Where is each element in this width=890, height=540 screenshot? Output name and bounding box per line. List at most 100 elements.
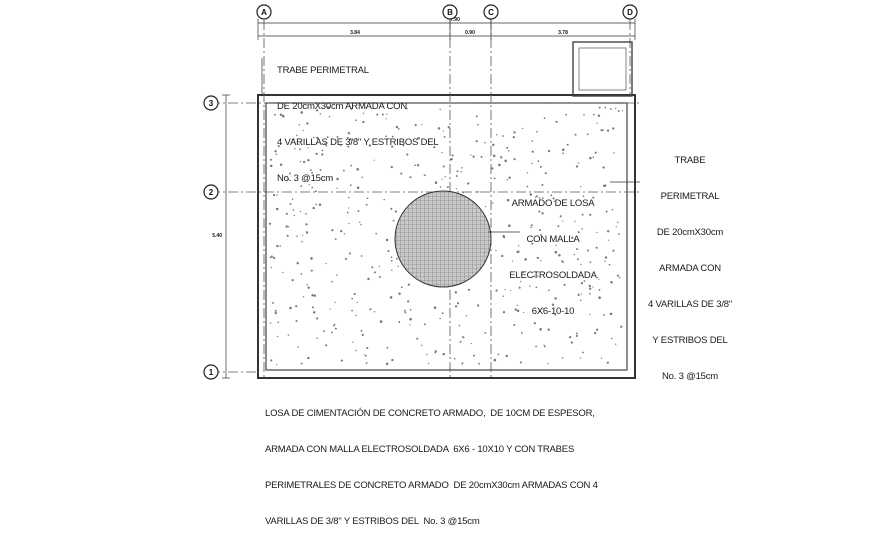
concrete-dot [302, 160, 306, 164]
concrete-dot [604, 256, 608, 259]
concrete-dot [583, 113, 585, 116]
concrete-dot [580, 281, 584, 285]
concrete-dot [294, 148, 296, 150]
concrete-dot [316, 317, 319, 320]
concrete-dot [484, 332, 487, 334]
concrete-dot [574, 220, 576, 222]
concrete-dot [350, 164, 353, 167]
concrete-dot [296, 235, 298, 237]
concrete-dot [325, 344, 328, 347]
concrete-dot [581, 228, 583, 230]
concrete-dot [403, 309, 406, 312]
concrete-dot [576, 275, 578, 278]
concrete-dot [340, 144, 342, 147]
concrete-dot [554, 297, 557, 300]
concrete-dot [495, 249, 497, 252]
concrete-dot [371, 266, 374, 269]
concrete-dot [522, 311, 525, 314]
concrete-dot [470, 342, 472, 345]
concrete-dot [306, 122, 309, 125]
concrete-dot [495, 134, 498, 136]
concrete-dot [287, 226, 290, 228]
concrete-dot [349, 138, 352, 141]
concrete-dot [538, 197, 541, 199]
concrete-dot [604, 260, 606, 262]
concrete-dot [553, 200, 556, 203]
concrete-dot [311, 293, 314, 297]
concrete-dot [609, 312, 613, 316]
concrete-dot [385, 238, 389, 242]
concrete-dot [492, 143, 495, 147]
concrete-dot [565, 113, 568, 116]
concrete-dot [346, 211, 349, 214]
concrete-dot [309, 169, 312, 172]
concrete-dot [536, 130, 538, 133]
concrete-dot [398, 321, 401, 323]
concrete-dot [352, 341, 354, 343]
concrete-dot [437, 127, 441, 130]
concrete-dot [512, 135, 515, 139]
concrete-dot [579, 299, 582, 302]
concrete-dot [524, 258, 527, 261]
concrete-dot [513, 158, 516, 161]
concrete-dot [547, 328, 550, 331]
concrete-dot [383, 198, 385, 201]
concrete-dot [325, 262, 327, 265]
concrete-dot [574, 133, 577, 136]
concrete-dot [390, 207, 393, 210]
concrete-dot [348, 252, 352, 255]
concrete-dot [580, 293, 583, 295]
concrete-dot [596, 231, 598, 234]
note-line: No. 3 @15cm [277, 173, 334, 184]
concrete-dot [362, 112, 365, 115]
note-line: Y ESTRIBOS DEL [652, 335, 728, 346]
concrete-dot [451, 154, 454, 157]
concrete-dot [552, 197, 555, 200]
concrete-dot [347, 136, 349, 139]
concrete-dot [526, 172, 529, 174]
concrete-dot [493, 177, 496, 180]
concrete-dot [618, 276, 621, 279]
concrete-dot [369, 308, 372, 311]
concrete-dot [539, 233, 542, 236]
concrete-dot [617, 233, 620, 235]
concrete-dot [316, 136, 319, 140]
concrete-dot [289, 172, 291, 175]
concrete-dot [531, 242, 534, 245]
concrete-dot [562, 220, 564, 222]
concrete-dot [300, 111, 303, 114]
concrete-dot [550, 194, 553, 197]
concrete-dot [285, 225, 288, 228]
concrete-dot [291, 198, 294, 200]
concrete-dot [391, 358, 394, 362]
concrete-dot [336, 274, 338, 276]
concrete-dot [447, 126, 451, 129]
concrete-dot [606, 361, 609, 364]
concrete-dot [391, 135, 394, 138]
concrete-dot [334, 327, 337, 330]
concrete-dot [366, 197, 369, 200]
concrete-dot [300, 273, 303, 275]
concrete-dot [535, 195, 538, 198]
concrete-dot [613, 152, 615, 154]
concrete-dot [508, 224, 511, 227]
concrete-dot [270, 255, 273, 258]
concrete-dot [501, 254, 504, 258]
concrete-dot [273, 194, 276, 197]
concrete-dot [538, 210, 541, 213]
concrete-dot [295, 319, 298, 323]
concrete-dot [420, 344, 423, 347]
concrete-dot [287, 334, 290, 336]
concrete-dot [472, 155, 475, 158]
concrete-dot [504, 159, 507, 163]
concrete-dot [293, 214, 295, 217]
concrete-dot [577, 293, 580, 296]
concrete-dot [331, 229, 334, 232]
concrete-dot [324, 142, 326, 145]
concrete-dot [588, 284, 592, 288]
concrete-dot [529, 285, 531, 287]
concrete-dot [539, 328, 542, 331]
concrete-dot [562, 261, 564, 264]
concrete-dot [561, 260, 564, 263]
concrete-dot [331, 331, 333, 334]
